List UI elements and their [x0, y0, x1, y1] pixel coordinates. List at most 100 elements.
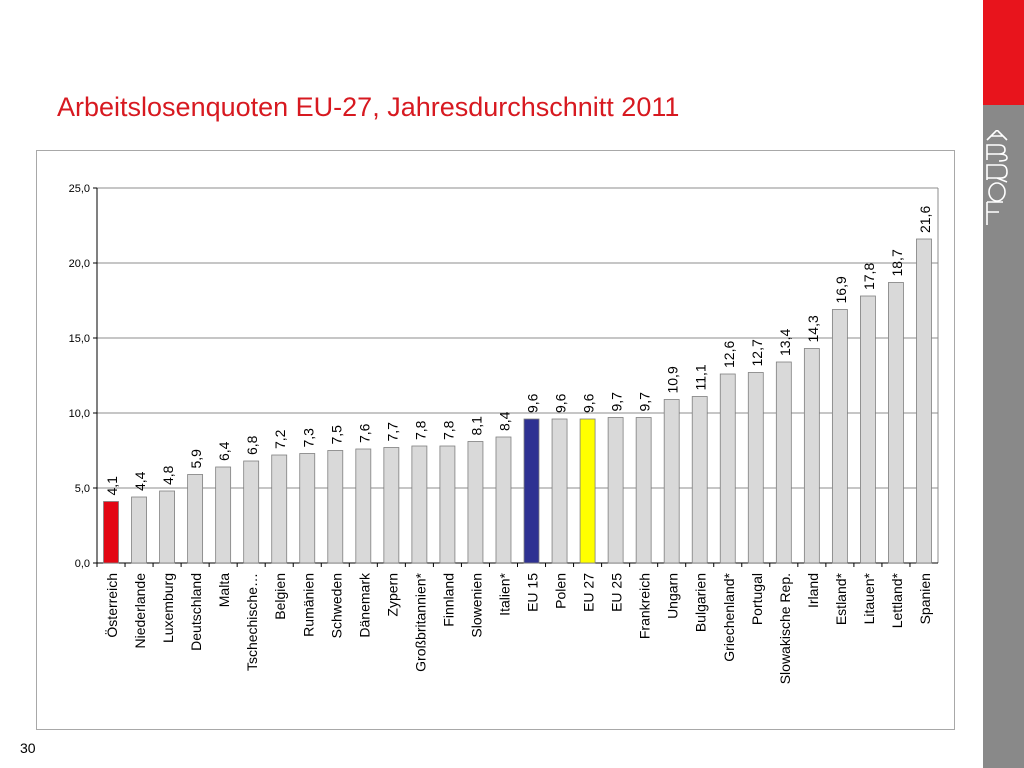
data-label: 8,1	[468, 416, 484, 436]
bar	[327, 450, 344, 564]
chart-frame: 0,0 5,0 10,0 15,0 20,0 25,0 4,1 Österreich 4,4 Ni…	[36, 150, 955, 730]
data-label: 12,6	[721, 341, 737, 368]
data-label: 21,6	[917, 206, 933, 233]
bar	[551, 418, 568, 564]
bar	[860, 295, 876, 564]
x-tick-label: Spanien	[917, 573, 933, 624]
x-tick-label: Frankreich	[637, 573, 653, 639]
bar	[916, 238, 932, 564]
data-label: 7,2	[272, 429, 288, 449]
bar	[607, 417, 624, 564]
x-tick-label: Slowenien	[468, 573, 484, 638]
bar	[187, 474, 204, 564]
bar	[467, 441, 484, 564]
sidebar	[983, 0, 1024, 768]
x-tick-label: Tschechische…	[244, 573, 260, 671]
bar	[439, 445, 456, 564]
data-label: 4,8	[160, 465, 176, 485]
bar	[411, 445, 428, 564]
data-label: 7,3	[300, 428, 316, 448]
bar	[663, 399, 680, 564]
x-tick-label: Irland	[805, 573, 821, 608]
bar	[215, 466, 232, 564]
data-label: 7,8	[412, 420, 428, 440]
x-tick-label: Lettland*	[889, 572, 905, 628]
bar	[803, 348, 820, 564]
y-tick-label: 5,0	[75, 483, 90, 495]
x-tick-label: Malta	[216, 573, 232, 607]
bar	[131, 496, 147, 564]
sidebar-accent	[983, 0, 1024, 105]
data-label: 9,6	[581, 393, 597, 413]
x-tick-label: Luxemburg	[160, 573, 176, 643]
data-label: 4,1	[104, 476, 120, 496]
data-label: 10,9	[665, 366, 681, 393]
bar	[355, 448, 372, 564]
data-label: 14,3	[805, 315, 821, 342]
bar	[495, 436, 512, 564]
data-label: 16,9	[833, 276, 849, 303]
data-label: 12,7	[749, 339, 765, 366]
data-label: 7,7	[384, 422, 400, 442]
data-label: 18,7	[889, 249, 905, 276]
data-label: 8,4	[496, 411, 512, 431]
x-tick-label: Italien*	[496, 572, 512, 615]
data-label: 4,4	[132, 471, 148, 491]
data-label: 7,5	[328, 425, 344, 445]
x-tick-label: EU 25	[609, 573, 625, 612]
data-label: 13,4	[777, 329, 793, 356]
x-tick-label: Griechenland*	[721, 572, 737, 661]
y-tick-label: 20,0	[69, 258, 90, 270]
x-tick-label: Litauen*	[861, 572, 877, 624]
data-label: 9,6	[553, 393, 569, 413]
page-number: 30	[20, 740, 36, 756]
data-label: 9,7	[637, 392, 653, 412]
data-label: 7,6	[356, 423, 372, 443]
x-tick-label: Deutschland	[188, 573, 204, 651]
x-tick-label: Finnland	[440, 573, 456, 627]
x-tick-label: Rumänien	[300, 573, 316, 637]
y-tick-label: 10,0	[69, 408, 90, 420]
y-tick-label: 15,0	[69, 333, 90, 345]
x-tick-label: Österreich	[103, 573, 120, 638]
x-tick-label: Slowakische Rep.	[777, 573, 793, 684]
forba-logo	[986, 130, 1008, 225]
x-tick-label: Großbritannien*	[412, 572, 428, 671]
data-label: 9,7	[609, 392, 625, 412]
bar	[635, 417, 652, 564]
data-label: 7,8	[440, 420, 456, 440]
x-tick-label: Ungarn	[665, 573, 681, 619]
bar	[243, 460, 260, 564]
slide-title: Arbeitslosenquoten EU-27, Jahresdurchsch…	[57, 92, 680, 122]
x-tick-label: Bulgarien	[693, 573, 709, 632]
x-tick-label: EU 27	[581, 573, 597, 612]
bar	[103, 501, 119, 564]
x-tick-label: Polen	[553, 573, 569, 609]
bar-chart: 0,0 5,0 10,0 15,0 20,0 25,0 4,1 Österreich 4,4 Ni…	[69, 183, 939, 684]
bar	[747, 372, 764, 564]
bar	[775, 361, 792, 564]
data-label: 11,1	[693, 364, 709, 390]
bar	[888, 282, 904, 564]
x-tick-label: Belgien	[272, 573, 288, 620]
x-tick-label: Estland*	[833, 572, 849, 625]
x-tick-label: Portugal	[749, 573, 765, 625]
data-label: 17,8	[861, 263, 877, 290]
bar	[299, 453, 316, 564]
data-label: 9,6	[525, 393, 541, 413]
bar	[383, 447, 400, 564]
x-tick-label: Dänemark	[356, 572, 372, 638]
bar	[159, 490, 175, 564]
bar	[691, 396, 708, 564]
y-tick-label: 25,0	[69, 183, 90, 195]
bar	[523, 418, 540, 564]
bar	[579, 418, 596, 564]
bar	[719, 373, 736, 564]
bar	[271, 454, 288, 564]
data-label: 5,9	[188, 449, 204, 469]
data-label: 6,4	[216, 441, 232, 461]
data-label: 6,8	[244, 435, 260, 455]
y-tick-label: 0,0	[75, 558, 90, 570]
bar	[831, 309, 848, 564]
x-tick-label: Schweden	[328, 573, 344, 638]
